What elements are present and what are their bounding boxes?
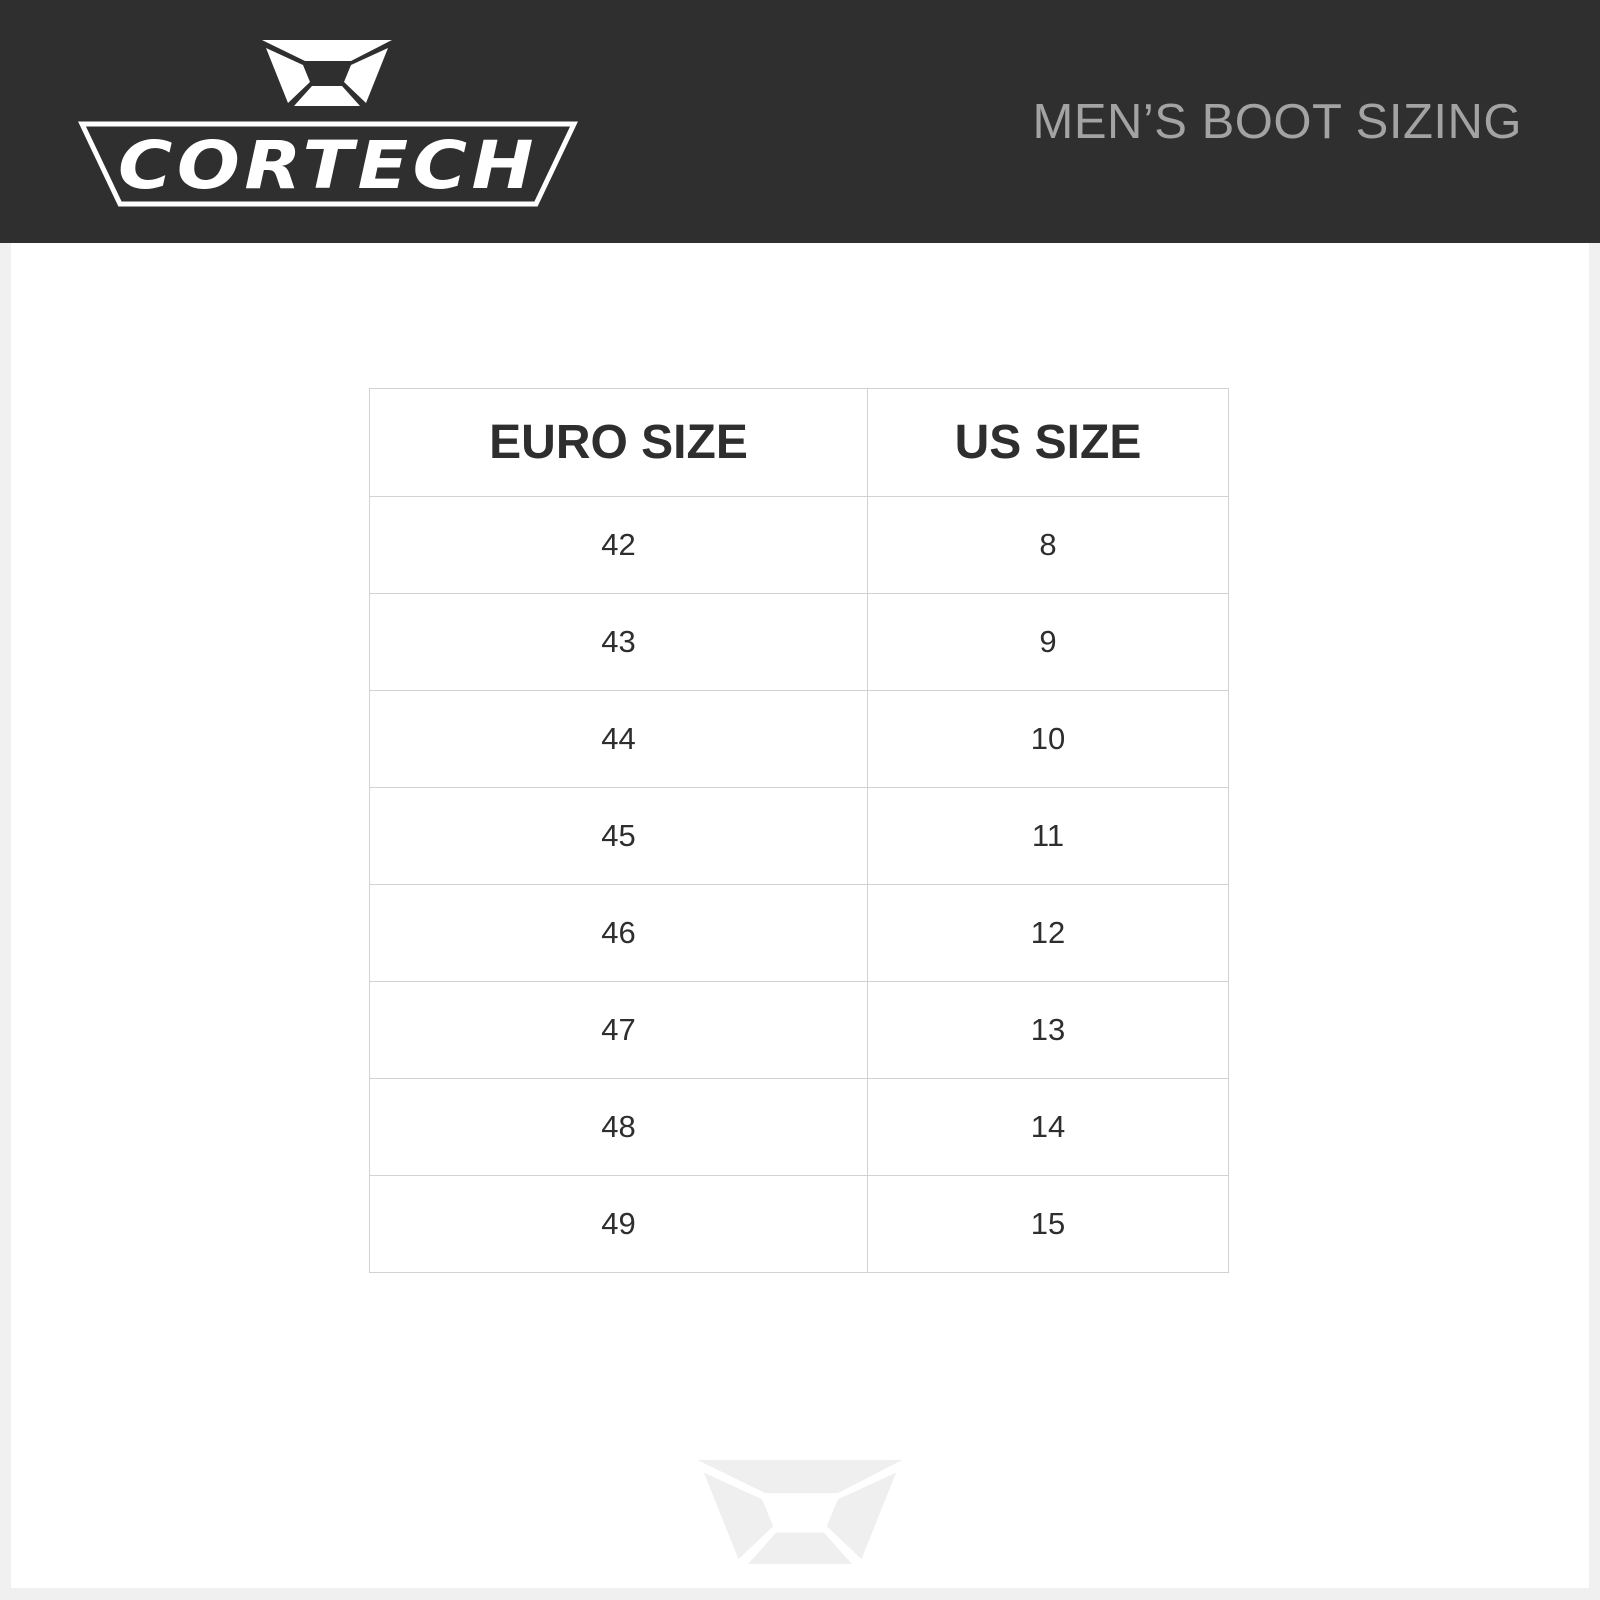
table-row: 43 9: [369, 593, 1229, 691]
euro-size-cell: 48: [369, 1078, 868, 1176]
us-size-cell: 13: [867, 981, 1229, 1079]
us-size-cell: 14: [867, 1078, 1229, 1176]
euro-size-cell: 46: [369, 884, 868, 982]
header-bar: CORTECH MEN’S BOOT SIZING: [0, 0, 1600, 243]
us-size-cell: 8: [867, 496, 1229, 594]
size-chart-table: EURO SIZE US SIZE 42 8 43 9 44 10 45 11 46 12 47 13…: [369, 388, 1229, 1273]
us-size-cell: 11: [867, 787, 1229, 885]
table-row: 44 10: [369, 690, 1229, 788]
table-row: 46 12: [369, 884, 1229, 982]
euro-size-cell: 42: [369, 496, 868, 594]
euro-size-cell: 49: [369, 1175, 868, 1273]
us-size-cell: 12: [867, 884, 1229, 982]
column-header-euro: EURO SIZE: [369, 388, 868, 497]
us-size-cell: 10: [867, 690, 1229, 788]
us-size-cell: 9: [867, 593, 1229, 691]
svg-text:CORTECH: CORTECH: [118, 127, 538, 204]
table-header-row: EURO SIZE US SIZE: [369, 388, 1229, 497]
column-header-us: US SIZE: [867, 388, 1229, 497]
euro-size-cell: 44: [369, 690, 868, 788]
table-row: 48 14: [369, 1078, 1229, 1176]
cortech-emblem-icon: [262, 40, 392, 106]
cortech-logo: CORTECH: [78, 40, 578, 207]
euro-size-cell: 43: [369, 593, 868, 691]
table-row: 49 15: [369, 1175, 1229, 1273]
table-row: 42 8: [369, 496, 1229, 594]
page-title: MEN’S BOOT SIZING: [1032, 95, 1522, 149]
table-row: 45 11: [369, 787, 1229, 885]
table-row: 47 13: [369, 981, 1229, 1079]
us-size-cell: 15: [867, 1175, 1229, 1273]
euro-size-cell: 45: [369, 787, 868, 885]
cortech-emblem-watermark-icon: [697, 1460, 903, 1564]
euro-size-cell: 47: [369, 981, 868, 1079]
